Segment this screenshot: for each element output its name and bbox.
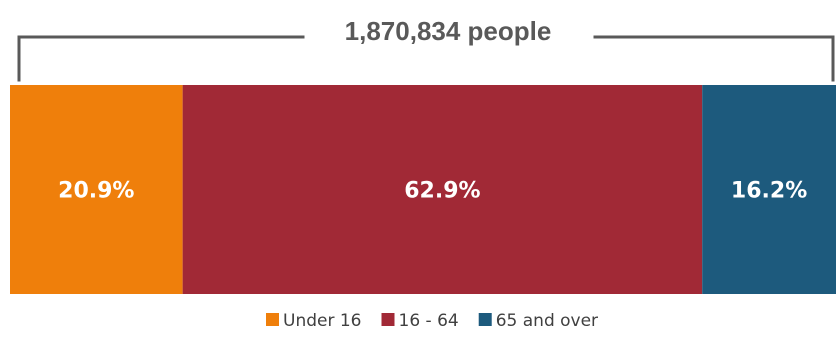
bracket-left-line: [17, 35, 305, 82]
data-label-under-16: 20.9%: [58, 179, 134, 204]
legend-swatch-16-64: [381, 313, 395, 326]
bar-segment-65-and-over: [702, 85, 836, 294]
total-bracket: [17, 35, 835, 82]
data-label-16-64: 62.9%: [404, 179, 480, 204]
legend-swatch-under-16: [266, 313, 279, 326]
legend-label-under-16: Under 16: [283, 311, 362, 331]
legend-label-16-64: 16 - 64: [399, 311, 459, 331]
legend-label-65-and-over: 65 and over: [496, 311, 598, 331]
legend-swatch-65-and-over: [478, 313, 492, 326]
legend: Under 16 16 - 64 65 and over: [266, 311, 598, 331]
data-label-65-and-over: 16.2%: [731, 179, 807, 204]
total-people-label: 1,870,834 people: [345, 16, 552, 46]
bracket-right-line: [593, 35, 835, 82]
stacked-bar: 20.9% 62.9% 16.2%: [10, 85, 836, 294]
bar-segment-16-64: [182, 85, 703, 294]
bar-segment-under-16: [10, 85, 183, 294]
